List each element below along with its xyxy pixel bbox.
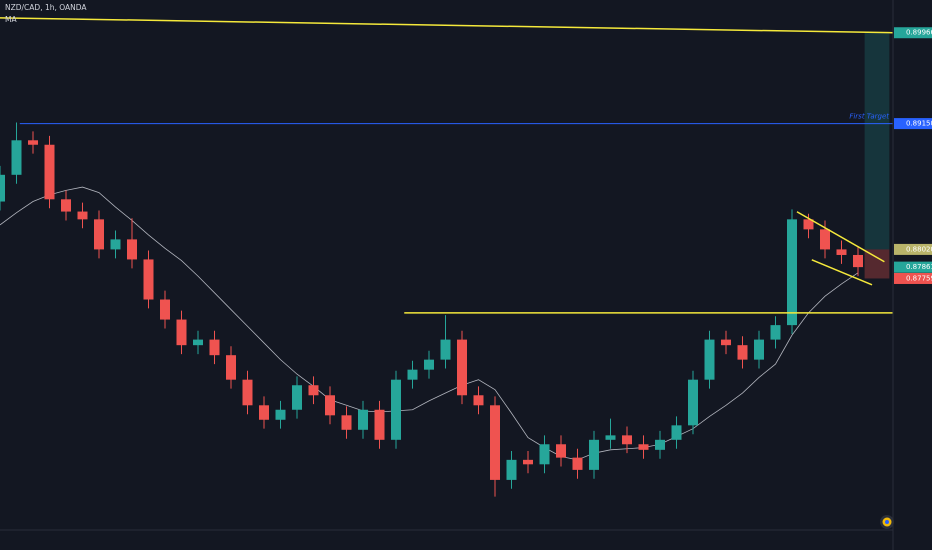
- candle-body: [77, 211, 88, 220]
- candle-body: [605, 435, 616, 440]
- candle-body: [638, 444, 649, 450]
- last-price-text: 0.87861: [906, 263, 932, 271]
- candle-body: [704, 339, 715, 380]
- candle-body: [572, 457, 583, 470]
- candle-body: [523, 459, 533, 465]
- candle-body: [94, 219, 104, 250]
- trendline: [796, 211, 885, 263]
- candle-body: [341, 415, 352, 430]
- candle-body: [259, 405, 269, 420]
- candle-body: [688, 379, 698, 426]
- candle-body: [457, 339, 467, 396]
- indicator-label: MA: [5, 15, 17, 24]
- candle-body: [308, 385, 319, 396]
- candle-body: [655, 439, 665, 450]
- candle-body: [803, 219, 814, 230]
- candle-body: [374, 409, 385, 440]
- plot: First Target: [0, 17, 893, 497]
- candle-body: [127, 239, 137, 260]
- candle-body: [209, 339, 220, 356]
- candle-body: [556, 444, 566, 458]
- candle-body: [292, 385, 302, 410]
- candle-body: [671, 425, 682, 440]
- candle-body: [193, 339, 203, 346]
- candle-body: [358, 409, 368, 430]
- candle-body: [737, 345, 748, 360]
- symbol-title: NZD/CAD, 1h, OANDA: [5, 3, 87, 12]
- candle-body: [820, 229, 830, 250]
- candle-body: [506, 459, 517, 480]
- candle-body: [622, 435, 632, 445]
- candle-body: [391, 379, 401, 440]
- candle-body: [770, 325, 781, 340]
- candle-body: [787, 219, 797, 326]
- candle-body: [836, 249, 847, 255]
- candle-body: [754, 339, 764, 360]
- stop-tag: [894, 272, 932, 284]
- trendline: [0, 17, 893, 34]
- candle-body: [424, 359, 434, 370]
- candle-body: [473, 395, 484, 406]
- candle-body: [226, 355, 236, 380]
- candle-body: [61, 199, 71, 212]
- candle-body: [589, 439, 599, 470]
- target-zone: [864, 32, 890, 250]
- level-tag: [894, 118, 932, 130]
- candle-body: [28, 140, 38, 145]
- candle-body: [325, 395, 335, 416]
- candle-body: [0, 174, 5, 202]
- candle-body: [440, 339, 451, 360]
- candle-body: [407, 369, 418, 380]
- candle-body: [853, 254, 863, 268]
- candle-body: [11, 140, 22, 175]
- level-text: First Target: [849, 113, 889, 121]
- candle-body: [176, 319, 187, 346]
- target-tag: [894, 27, 932, 39]
- logo: [880, 515, 894, 529]
- candle-body: [242, 379, 253, 406]
- candle-body: [275, 409, 286, 420]
- stop-zone: [864, 249, 890, 279]
- entry-tag: [894, 243, 932, 255]
- last-price-tag: [894, 261, 932, 273]
- candle-body: [160, 299, 170, 320]
- candle-body: [44, 144, 55, 200]
- candle-body: [143, 259, 154, 300]
- candle-body: [110, 239, 121, 250]
- candle-body: [539, 444, 550, 465]
- moving-average: [0, 186, 859, 461]
- candle-body: [721, 339, 731, 346]
- candle-body: [490, 405, 500, 480]
- target-text: 0.89966: [906, 29, 932, 37]
- axes: 0.899660.891500.880200.8786148:570.87759: [894, 27, 932, 284]
- trendline: [811, 259, 873, 286]
- stop-text: 0.87759: [906, 274, 932, 282]
